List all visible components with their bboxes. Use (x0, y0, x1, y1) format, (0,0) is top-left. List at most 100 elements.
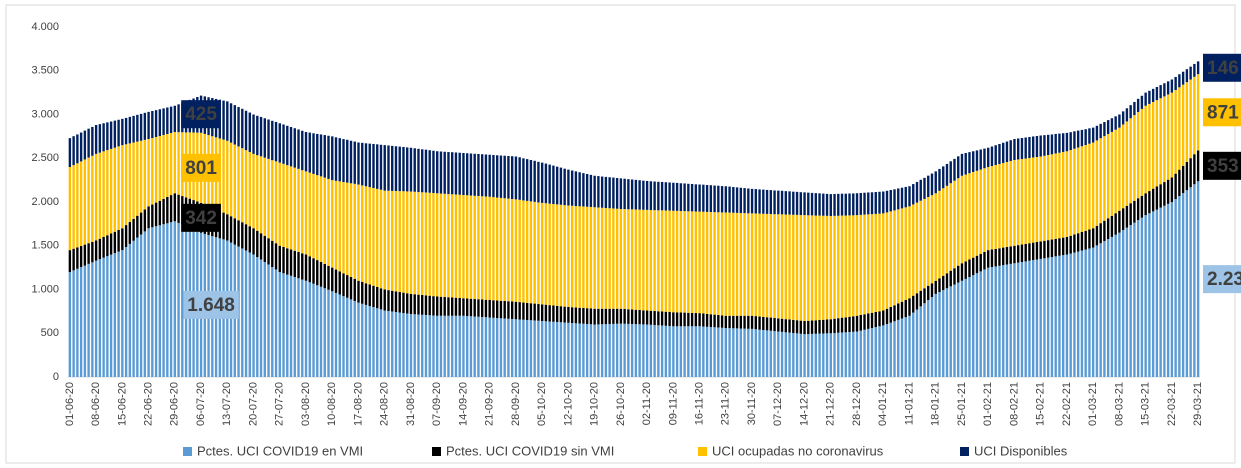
x-tick-label: 08-02-21 (1008, 382, 1020, 426)
x-tick-label: 21-09-20 (484, 382, 496, 426)
bar-segment (597, 176, 600, 208)
bar-segment (900, 301, 904, 319)
bar-segment (825, 193, 829, 216)
bar-segment (391, 311, 394, 377)
bar-segment (143, 139, 147, 210)
bar-segment (402, 146, 405, 192)
bar-segment (664, 210, 668, 312)
bar-segment (79, 267, 83, 377)
bar-segment (942, 275, 945, 291)
bar-segment (177, 194, 180, 223)
bar-segment (784, 214, 788, 320)
bar-segment (720, 212, 724, 316)
bar-segment (788, 332, 791, 377)
bar-segment (942, 290, 945, 377)
bar-segment (818, 193, 821, 216)
bar-segment (353, 141, 356, 184)
bar-segment (840, 215, 844, 318)
x-tick-label: 23-11-20 (720, 382, 732, 425)
bar-segment (882, 213, 885, 311)
bar-segment (293, 250, 296, 277)
bar-segment (480, 299, 484, 317)
bar-segment (428, 150, 431, 193)
x-tick-label: 28-09-20 (510, 382, 522, 426)
bar-segment (548, 321, 551, 377)
bar-segment (1189, 158, 1192, 188)
bar-segment (765, 317, 769, 331)
x-tick-label: 17-08-20 (352, 382, 364, 426)
bar-segment (1058, 238, 1061, 256)
bar-segment (319, 262, 323, 287)
legend-label: Pctes. UCI COVID19 en VMI (197, 443, 363, 458)
bar-segment (106, 150, 109, 236)
bar-segment (739, 187, 743, 214)
bar-segment (735, 315, 739, 329)
bar-segment (604, 324, 608, 377)
bar-segment (930, 283, 934, 298)
bar-segment (1166, 203, 1170, 377)
bar-segment (177, 104, 180, 133)
bar-segment (657, 181, 660, 211)
bar-segment (720, 327, 724, 377)
bar-segment (1043, 155, 1046, 241)
bar-segment (413, 314, 416, 377)
bar-segment (394, 291, 398, 312)
bar-segment (1151, 101, 1155, 189)
bar-segment (799, 215, 803, 321)
x-tick-label: 30-11-20 (746, 382, 758, 425)
bar-segment (758, 316, 761, 330)
bar-segment (717, 314, 720, 328)
data-label-box (1203, 53, 1241, 82)
bar-segment (780, 214, 784, 319)
bar-segment (432, 192, 435, 297)
bar-segment (810, 215, 814, 321)
bar-segment (705, 211, 709, 314)
bar-segment (263, 262, 266, 377)
data-label-box (181, 153, 221, 182)
bar-segment (859, 314, 862, 331)
bar-segment (1043, 135, 1046, 156)
bar-segment (169, 222, 173, 377)
bar-segment (514, 319, 518, 377)
bar-segment (177, 222, 180, 377)
bar-segment (1005, 264, 1009, 377)
bar-segment (368, 284, 371, 307)
bar-segment (657, 325, 660, 377)
bar-segment (1088, 128, 1091, 144)
bar-segment (173, 105, 177, 132)
bar-segment (417, 148, 420, 193)
bar-segment (1178, 74, 1181, 88)
bar-segment (615, 208, 619, 309)
bar-segment (754, 329, 758, 377)
bar-segment (413, 294, 416, 315)
bar-segment (319, 176, 323, 263)
bar-segment (615, 308, 619, 324)
bar-segment (244, 250, 248, 377)
bar-segment (293, 276, 296, 377)
bar-segment (1121, 124, 1125, 209)
bar-segment (1080, 146, 1084, 233)
bar-segment (818, 319, 821, 334)
bar-segment (1178, 169, 1181, 197)
bar-segment (968, 152, 971, 174)
bar-segment (518, 199, 521, 303)
bar-segment (675, 182, 679, 211)
bar-segment (582, 173, 585, 207)
bar-segment (724, 328, 728, 377)
bar-segment (1185, 190, 1189, 377)
x-tick-label: 05-10-20 (536, 382, 548, 426)
bar-segment (687, 312, 690, 327)
bar-segment (297, 251, 300, 279)
bar-segment (525, 302, 529, 321)
bar-segment (612, 208, 615, 309)
bar-segment (522, 200, 525, 303)
bar-segment (372, 285, 375, 308)
x-tick-label: 15-03-21 (1140, 382, 1152, 426)
bar-segment (252, 228, 255, 255)
bar-segment (814, 320, 817, 334)
bar-segment (957, 178, 960, 266)
bar-segment (814, 193, 817, 216)
x-tick-label: 08-06-20 (90, 382, 102, 426)
bar-segment (477, 316, 480, 377)
